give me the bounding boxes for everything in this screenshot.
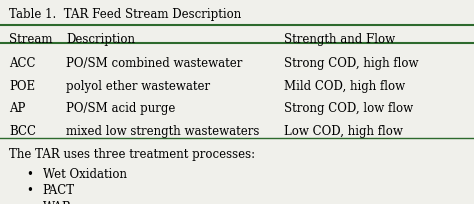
Text: Stream: Stream [9, 33, 53, 45]
Text: Table 1.  TAR Feed Stream Description: Table 1. TAR Feed Stream Description [9, 8, 242, 21]
Text: WAR: WAR [43, 200, 72, 204]
Text: Strong COD, low flow: Strong COD, low flow [284, 102, 413, 115]
Text: mixed low strength wastewaters: mixed low strength wastewaters [66, 124, 260, 137]
Text: BCC: BCC [9, 124, 36, 137]
Text: •: • [26, 200, 33, 204]
Text: PO/SM combined wastewater: PO/SM combined wastewater [66, 57, 243, 70]
Text: PACT: PACT [43, 184, 75, 196]
Text: AP: AP [9, 102, 26, 115]
Text: •: • [26, 167, 33, 180]
Text: POE: POE [9, 80, 36, 92]
Text: Mild COD, high flow: Mild COD, high flow [284, 80, 406, 92]
Text: Strong COD, high flow: Strong COD, high flow [284, 57, 419, 70]
Text: polyol ether wastewater: polyol ether wastewater [66, 80, 210, 92]
Text: Low COD, high flow: Low COD, high flow [284, 124, 403, 137]
Text: Description: Description [66, 33, 136, 45]
Text: •: • [26, 184, 33, 196]
Text: The TAR uses three treatment processes:: The TAR uses three treatment processes: [9, 147, 255, 160]
Text: Strength and Flow: Strength and Flow [284, 33, 395, 45]
Text: Wet Oxidation: Wet Oxidation [43, 167, 127, 180]
Text: PO/SM acid purge: PO/SM acid purge [66, 102, 176, 115]
Text: ACC: ACC [9, 57, 36, 70]
